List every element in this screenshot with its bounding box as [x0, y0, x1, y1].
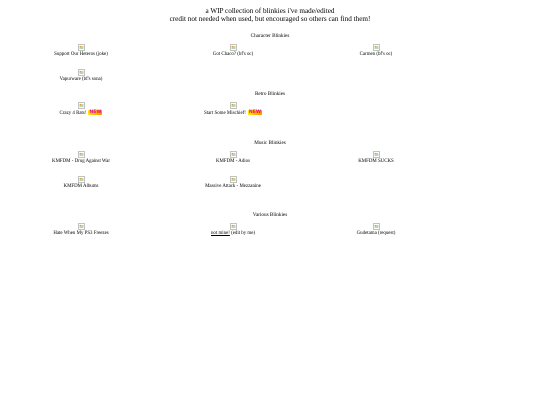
blinkie-item: Got Chaco? (bf's oc)	[158, 44, 308, 58]
blinkie-item: Crazy 4 Rats! NEW	[6, 102, 156, 117]
broken-image-icon	[229, 176, 237, 183]
blinkie-label: Carmen (bf's oc)	[359, 52, 393, 57]
blinkie-item: KMFDM Albums	[6, 176, 156, 190]
blinkie-item: Massive Attack - Mezzanine	[158, 176, 308, 190]
broken-image-icon	[77, 151, 85, 158]
blinkie-item: Gudetama (request)	[301, 223, 451, 237]
intro-line-1: a WIP collection of blinkies i've made/e…	[205, 7, 335, 15]
blinkie-item: Vapurware (bf's sona)	[6, 69, 156, 83]
blinkie-item: Start Some Mischief! NEW	[158, 102, 308, 117]
blinkie-label: KMFDM SUCKS	[358, 159, 394, 164]
blinkie-label: KMFDM Albums	[63, 184, 99, 189]
intro-line-2: credit not needed when used, but encoura…	[169, 15, 371, 24]
broken-image-icon	[229, 102, 237, 109]
blinkie-label: Support Our Heteros (joke)	[54, 52, 108, 57]
broken-image-icon	[372, 151, 380, 158]
blinkie-item: KMFDM - Adios	[158, 151, 308, 165]
new-badge: NEW	[88, 110, 103, 115]
broken-image-icon	[229, 44, 237, 51]
intro-text: a WIP collection of blinkies i've made/e…	[0, 7, 540, 24]
blinkie-label: KMFDM - Drug Against War	[52, 159, 110, 164]
blinkie-label-suffix: (edit by me)	[229, 231, 255, 236]
blinkie-label: Start Some Mischief!	[204, 111, 246, 116]
broken-image-icon	[77, 44, 85, 51]
section-title-character: Character Blinkies	[250, 33, 290, 39]
broken-image-icon	[77, 223, 85, 230]
broken-image-icon	[372, 44, 380, 51]
blinkie-item: Support Our Heteros (joke)	[6, 44, 156, 58]
blinkie-label: Gudetama (request)	[356, 231, 396, 236]
blinkie-label: Hate When My PS3 Freezes	[53, 231, 109, 236]
broken-image-icon	[372, 223, 380, 230]
broken-image-icon	[77, 69, 85, 76]
blinkie-label: Vapurware (bf's sona)	[59, 77, 103, 82]
blinkie-item: Carmen (bf's oc)	[301, 44, 451, 58]
broken-image-icon	[77, 176, 85, 183]
blinkie-item: Hate When My PS3 Freezes	[6, 223, 156, 237]
section-title-various: Various Blinkies	[252, 212, 288, 218]
broken-image-icon	[229, 151, 237, 158]
blinkie-label: Got Chaco? (bf's oc)	[212, 52, 254, 57]
blinkie-label: KMFDM - Adios	[216, 159, 250, 164]
blinkie-item: not mine! (edit by me)	[158, 223, 308, 237]
broken-image-icon	[77, 102, 85, 109]
blinkie-label: Massive Attack - Mezzanine	[205, 184, 261, 189]
section-title-retro: Retro Blinkies	[254, 91, 286, 97]
blinkie-item: KMFDM SUCKS	[301, 151, 451, 165]
section-title-music: Music Blinkies	[254, 140, 286, 146]
broken-image-icon	[229, 223, 237, 230]
new-badge: NEW	[247, 110, 262, 115]
blinkie-label: Crazy 4 Rats!	[59, 111, 87, 116]
not-mine-link[interactable]: not mine!	[210, 231, 230, 236]
blinkie-item: KMFDM - Drug Against War	[6, 151, 156, 165]
